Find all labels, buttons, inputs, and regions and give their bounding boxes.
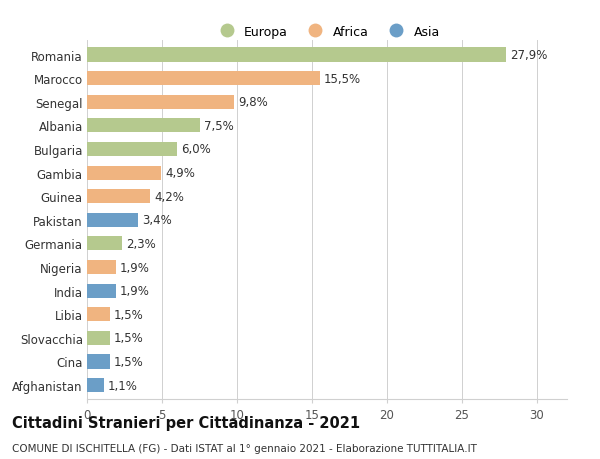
- Bar: [87, 213, 138, 227]
- Text: 2,3%: 2,3%: [126, 237, 156, 250]
- Bar: [87, 119, 199, 133]
- Bar: [87, 48, 505, 62]
- Text: 3,4%: 3,4%: [143, 214, 172, 227]
- Text: 27,9%: 27,9%: [510, 49, 547, 62]
- Bar: [87, 190, 150, 204]
- Bar: [87, 331, 110, 345]
- Text: 4,9%: 4,9%: [165, 167, 195, 179]
- Bar: [87, 308, 110, 322]
- Bar: [87, 95, 234, 110]
- Text: 7,5%: 7,5%: [204, 120, 234, 133]
- Text: 1,5%: 1,5%: [114, 331, 144, 345]
- Text: 4,2%: 4,2%: [155, 190, 184, 203]
- Bar: [87, 237, 121, 251]
- Text: Cittadini Stranieri per Cittadinanza - 2021: Cittadini Stranieri per Cittadinanza - 2…: [12, 415, 360, 431]
- Bar: [87, 378, 104, 392]
- Bar: [87, 284, 115, 298]
- Bar: [87, 166, 161, 180]
- Text: COMUNE DI ISCHITELLA (FG) - Dati ISTAT al 1° gennaio 2021 - Elaborazione TUTTITA: COMUNE DI ISCHITELLA (FG) - Dati ISTAT a…: [12, 443, 477, 453]
- Text: 9,8%: 9,8%: [239, 96, 268, 109]
- Text: 6,0%: 6,0%: [182, 143, 211, 156]
- Text: 1,5%: 1,5%: [114, 308, 144, 321]
- Bar: [87, 72, 320, 86]
- Text: 1,5%: 1,5%: [114, 355, 144, 368]
- Text: 1,9%: 1,9%: [120, 285, 150, 297]
- Bar: [87, 143, 177, 157]
- Bar: [87, 354, 110, 369]
- Text: 1,1%: 1,1%: [108, 379, 138, 392]
- Text: 1,9%: 1,9%: [120, 261, 150, 274]
- Text: 15,5%: 15,5%: [324, 73, 361, 85]
- Bar: [87, 260, 115, 274]
- Legend: Europa, Africa, Asia: Europa, Africa, Asia: [209, 21, 445, 44]
